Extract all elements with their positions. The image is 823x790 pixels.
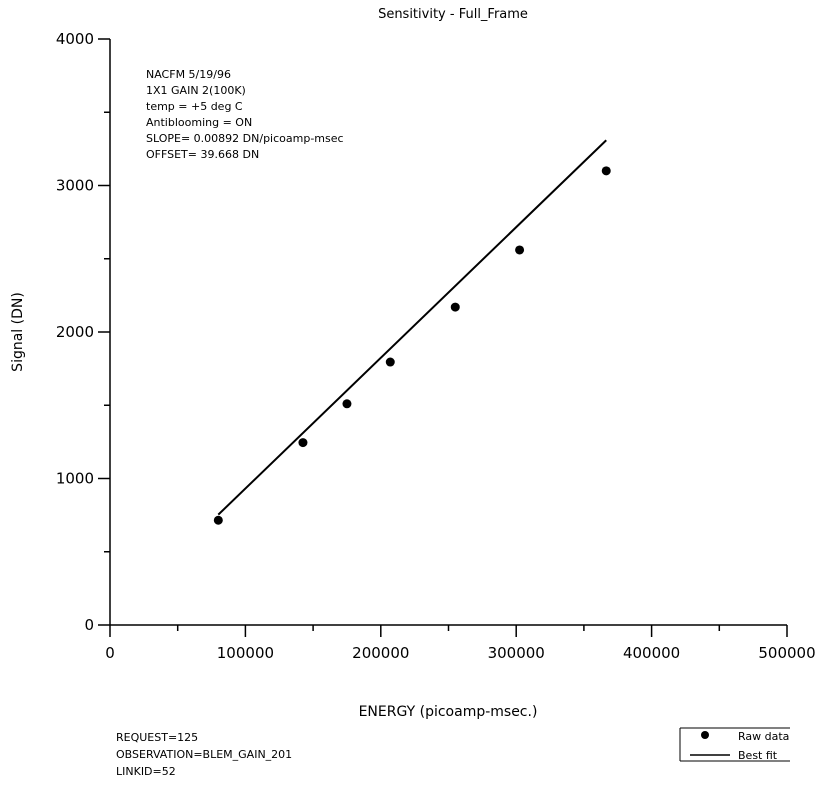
legend: Raw data Best fit (679, 727, 790, 762)
annotation-line: NACFM 5/19/96 (146, 68, 231, 81)
legend-raw-data-label: Raw data (738, 730, 789, 743)
raw-data-series (213, 166, 611, 525)
x-tick-label: 200000 (352, 644, 409, 662)
footer-line: REQUEST=125 (116, 731, 198, 744)
legend-best-fit-label: Best fit (738, 749, 778, 762)
x-tick-label: 0 (105, 644, 115, 662)
legend-raw-data-marker (701, 731, 709, 739)
chart-title: Sensitivity - Full_Frame (378, 7, 528, 22)
footer-line: OBSERVATION=BLEM_GAIN_201 (116, 748, 292, 761)
x-tick-label: 400000 (623, 644, 680, 662)
annotation-block: NACFM 5/19/96 1X1 GAIN 2(100K) temp = +5 d… (146, 68, 344, 161)
annotation-line: 1X1 GAIN 2(100K) (146, 84, 246, 97)
y-tick-label: 4000 (56, 30, 94, 48)
x-axis-label: ENERGY (picoamp-msec.) (359, 704, 538, 720)
x-tick-label: 500000 (758, 644, 815, 662)
annotation-line: Antiblooming = ON (146, 116, 252, 129)
y-tick-label: 2000 (56, 323, 94, 341)
best-fit-line (217, 139, 607, 516)
raw-data-point (298, 438, 308, 448)
y-tick-label: 1000 (56, 470, 94, 488)
raw-data-point (213, 515, 223, 525)
annotation-line: SLOPE= 0.00892 DN/picoamp-msec (146, 132, 344, 145)
x-tick-label: 100000 (217, 644, 274, 662)
annotation-line: OFFSET= 39.668 DN (146, 148, 259, 161)
y-axis-ticks: 0 1000 2000 3000 4000 (56, 30, 110, 634)
y-axis-label: Signal (DN) (10, 292, 26, 372)
raw-data-point (601, 166, 611, 176)
raw-data-point (515, 245, 525, 255)
x-tick-label: 300000 (488, 644, 545, 662)
best-fit-series (217, 139, 607, 516)
x-axis-ticks: 0 100000 200000 300000 400000 500000 (105, 625, 816, 662)
y-tick-label: 3000 (56, 177, 94, 195)
raw-data-point (385, 357, 395, 367)
annotation-line: temp = +5 deg C (146, 100, 243, 113)
raw-data-point (342, 399, 352, 409)
raw-data-point (450, 302, 460, 312)
footer-info: REQUEST=125 OBSERVATION=BLEM_GAIN_201 LINK… (116, 731, 292, 778)
y-tick-label: 0 (84, 616, 94, 634)
footer-line: LINKID=52 (116, 765, 176, 778)
